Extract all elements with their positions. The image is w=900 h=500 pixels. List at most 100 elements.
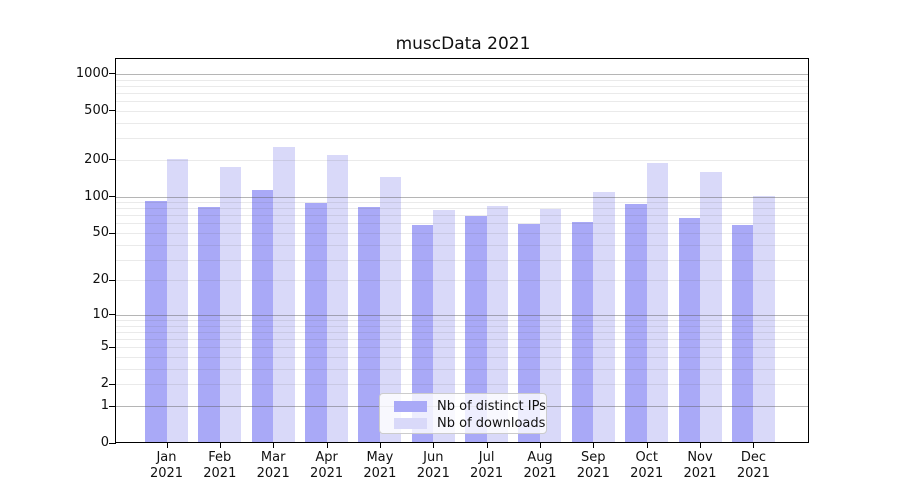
bar-ips-aug	[518, 224, 540, 442]
legend-entry-distinct-ips: Nb of distinct IPs	[394, 398, 546, 415]
bar-ips-oct	[625, 204, 647, 442]
x-tick-may	[379, 443, 381, 448]
x-tick-label-jul: Jul 2021	[470, 450, 504, 481]
bar-downloads-may	[379, 176, 402, 442]
x-tick-jul	[486, 443, 488, 448]
gridline-minor-60	[116, 223, 808, 225]
bar-ips-jun	[411, 225, 434, 442]
x-tick-label-may: May 2021	[363, 450, 397, 481]
y-tick-5	[109, 346, 116, 348]
gridline-minor-900	[116, 79, 808, 81]
y-tick-label-100: 100	[84, 188, 109, 204]
gridline-minor-8	[116, 325, 808, 327]
bar-downloads-aug	[539, 209, 562, 442]
x-tick-label-sep: Sep 2021	[576, 450, 610, 481]
x-tick-label-jun: Jun 2021	[416, 450, 450, 481]
bar-downloads-apr	[326, 155, 349, 442]
gridline-minor-6	[116, 339, 808, 341]
gridline-minor-5	[116, 347, 808, 349]
gridline-minor-20	[116, 280, 808, 282]
y-tick-500	[109, 110, 116, 112]
bar-ips-dec	[731, 225, 754, 442]
bar-ips-may	[358, 207, 380, 442]
x-tick-label-oct: Oct 2021	[630, 450, 664, 481]
x-tick-label-dec: Dec 2021	[736, 450, 770, 481]
gridline-minor-70	[116, 215, 808, 217]
bar-ips-feb	[198, 207, 220, 442]
x-tick-aug	[540, 443, 541, 448]
bar-ips-apr	[305, 202, 327, 442]
bar-downloads-oct	[646, 163, 669, 442]
legend-swatch-distinct-ips-icon	[394, 401, 427, 412]
bar-ips-sep	[571, 222, 594, 442]
y-tick-20	[109, 279, 116, 281]
x-tick-jun	[433, 443, 435, 448]
y-tick-label-0: 0	[100, 435, 109, 450]
bar-ips-nov	[678, 218, 700, 442]
gridline-minor-2	[116, 384, 808, 386]
y-tick-label-10: 10	[92, 306, 109, 322]
x-tick-label-jan: Jan 2021	[149, 450, 184, 481]
x-tick-mar	[273, 443, 275, 448]
x-tick-feb	[219, 443, 221, 448]
y-tick-1	[109, 405, 116, 407]
legend: Nb of distinct IPs Nb of downloads	[379, 393, 547, 434]
bar-downloads-jun	[433, 210, 455, 442]
gridline-minor-400	[116, 122, 808, 124]
y-tick-0	[109, 442, 116, 444]
bar-ips-jan	[145, 201, 167, 442]
bar-downloads-nov	[700, 171, 722, 442]
chart-title: muscData 2021	[395, 34, 531, 54]
x-tick-oct	[646, 443, 648, 448]
gridline-minor-500	[116, 110, 808, 112]
bar-downloads-mar	[273, 146, 295, 442]
x-tick-label-aug: Aug 2021	[523, 450, 557, 481]
gridline-major-1000	[116, 73, 808, 75]
legend-label-distinct-ips: Nb of distinct IPs	[437, 399, 546, 414]
bar-downloads-sep	[593, 191, 615, 442]
x-tick-jan	[166, 443, 168, 448]
y-tick-2	[109, 383, 116, 385]
gridline-minor-7	[116, 331, 808, 333]
x-tick-label-nov: Nov 2021	[683, 450, 717, 481]
legend-entry-downloads: Nb of downloads	[394, 415, 546, 432]
bar-downloads-feb	[219, 167, 242, 442]
legend-label-downloads: Nb of downloads	[437, 416, 546, 431]
gridline-major-10	[116, 314, 808, 316]
y-tick-label-200: 200	[84, 151, 109, 167]
gridline-minor-600	[116, 101, 808, 103]
gridline-minor-90	[116, 202, 808, 203]
y-tick-label-5: 5	[100, 339, 109, 355]
y-tick-100	[109, 196, 116, 197]
gridline-minor-40	[116, 244, 808, 246]
gridline-minor-30	[116, 259, 808, 261]
y-tick-label-500: 500	[84, 102, 109, 118]
gridline-minor-700	[116, 93, 808, 94]
bar-downloads-jan	[166, 159, 188, 442]
gridline-minor-9	[116, 320, 808, 321]
y-tick-label-50: 50	[92, 225, 109, 240]
gridline-minor-300	[116, 138, 808, 140]
x-tick-dec	[753, 443, 755, 448]
y-tick-label-1000: 1000	[75, 65, 109, 81]
y-tick-10	[109, 314, 116, 316]
bar-ips-mar	[251, 189, 274, 442]
gridline-minor-200	[116, 159, 808, 161]
y-tick-50	[109, 232, 116, 234]
y-tick-label-1: 1	[100, 398, 109, 413]
gridline-major-100	[116, 196, 808, 198]
y-tick-label-2: 2	[100, 376, 109, 392]
gridline-minor-50	[116, 233, 808, 234]
gridline-minor-80	[116, 208, 808, 210]
x-tick-apr	[326, 443, 328, 448]
x-tick-label-feb: Feb 2021	[203, 450, 237, 481]
gridline-minor-3	[116, 368, 808, 370]
legend-swatch-downloads-icon	[394, 418, 427, 429]
gridline-minor-800	[116, 85, 808, 87]
y-tick-200	[109, 159, 116, 161]
bar-downloads-dec	[753, 195, 775, 442]
gridline-minor-4	[116, 357, 808, 358]
plot-area: Nb of distinct IPs Nb of downloads	[115, 58, 809, 443]
bar-ips-jul	[465, 215, 487, 442]
